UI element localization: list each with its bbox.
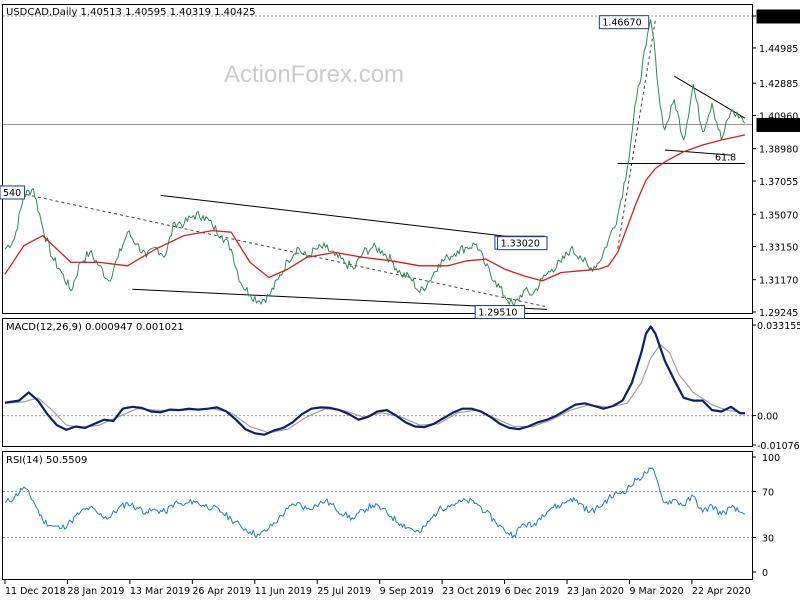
price-axis-label: 1.40960 <box>759 111 798 122</box>
price-axis-label: 1.31170 <box>759 276 798 287</box>
axis-labels: 1.46890 1.44985 1.42885 1.40960 1.38980 1.370… <box>4 9 800 597</box>
trendline <box>617 19 656 249</box>
rsi-axis-label: 30 <box>762 534 774 545</box>
price-axis-label: 1.44985 <box>759 44 798 55</box>
trendline <box>674 75 746 119</box>
price-axis-label: 1.37055 <box>759 177 798 188</box>
trendline <box>664 149 731 156</box>
left-edge-price-label: 540 <box>3 188 21 199</box>
x-axis-label: 11 Dec 2018 <box>5 586 66 597</box>
x-axis-label: 6 Dec 2019 <box>505 586 560 597</box>
data-series <box>4 19 746 539</box>
rsi-panel-frame <box>2 451 753 580</box>
x-axis-label: 13 Mar 2019 <box>130 586 190 597</box>
price-panel-title: USDCAD,Daily 1.40513 1.40595 1.40319 1.4… <box>6 7 256 18</box>
price-annotation: 1.29510 <box>478 308 517 319</box>
rsi-axis-label: 0 <box>762 568 768 579</box>
macd-axis-label: -0.010769 <box>757 441 800 452</box>
current-price-label-box <box>756 117 800 132</box>
x-axis-label: 26 Apr 2019 <box>192 586 251 597</box>
rsi-axis-label: 100 <box>762 453 780 464</box>
price-axis-label: 1.35070 <box>759 210 798 221</box>
price-axis-label-box <box>756 9 800 24</box>
price-annotation: 1.46670 <box>602 18 641 29</box>
x-axis-label: 23 Jan 2020 <box>567 586 624 597</box>
fibonacci-label: 61.8 <box>715 152 736 163</box>
current-price-label: 1.40425 <box>760 120 799 131</box>
price-line <box>4 19 746 307</box>
price-axis-label: 1.29245 <box>759 308 798 319</box>
macd-axis-label: 0.033155 <box>757 321 800 332</box>
price-axis-label: 1.46890 <box>760 12 799 23</box>
x-axis-label: 9 Mar 2020 <box>629 586 683 597</box>
rsi-panel-title: RSI(14) 50.5509 <box>6 455 87 466</box>
macd-line <box>4 325 746 436</box>
rsi-axis-label: 70 <box>762 488 774 499</box>
macd-panel-frame <box>2 318 753 447</box>
x-axis-label: 23 Oct 2019 <box>442 586 501 597</box>
x-axis-label: 11 Jun 2019 <box>255 586 312 597</box>
price-annotation-box <box>497 236 548 251</box>
macd-axis-label: 0.00 <box>757 412 778 423</box>
price-annotation-box <box>474 305 526 320</box>
x-axis-label: 28 Jan 2019 <box>67 586 124 597</box>
rsi-line <box>4 467 746 539</box>
moving-average-line <box>4 134 746 282</box>
macd-signal-line <box>4 343 746 434</box>
reference-lines <box>3 15 752 538</box>
price-panel-frame <box>2 4 753 314</box>
macd-panel-title: MACD(12,26,9) 0.000947 0.001021 <box>6 322 184 333</box>
price-axis-label: 1.33150 <box>759 242 798 253</box>
x-axis-label: 9 Sep 2019 <box>380 586 434 597</box>
trendline <box>160 194 515 238</box>
x-axis-label: 22 Apr 2020 <box>692 586 751 597</box>
price-axis-label: 1.42885 <box>759 79 798 90</box>
watermark: ActionForex.com <box>224 61 404 88</box>
price-annotation-box <box>598 15 650 30</box>
trendline <box>14 191 548 308</box>
price-axis-label: 1.38980 <box>759 145 798 156</box>
x-axis-label: 25 Jul 2019 <box>317 586 371 597</box>
left-edge-price-label-box <box>0 185 26 200</box>
price-annotation: 1.33020 <box>501 239 540 250</box>
